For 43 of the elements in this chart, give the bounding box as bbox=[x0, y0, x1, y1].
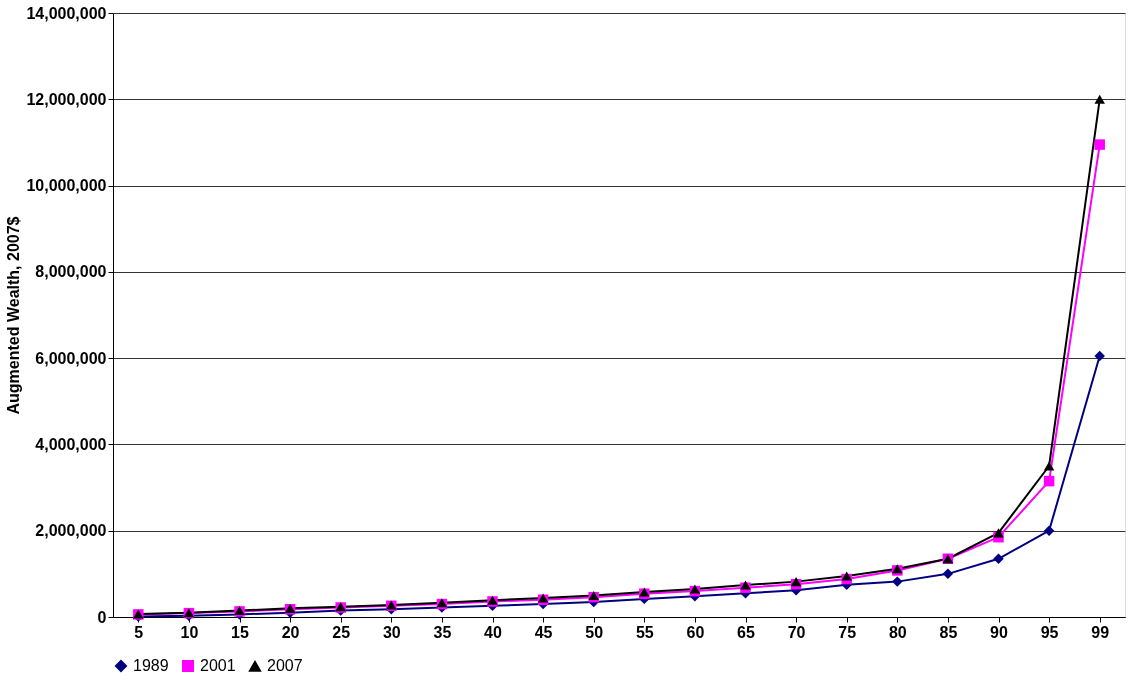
y-axis-title: Augmented Wealth, 2007$ bbox=[5, 216, 23, 415]
x-tick-label: 65 bbox=[737, 623, 755, 641]
x-tick-label: 10 bbox=[180, 623, 199, 641]
x-tick-label: 60 bbox=[686, 623, 705, 641]
y-tick-label: 2,000,000 bbox=[35, 522, 107, 540]
legend-label: 2001 bbox=[200, 657, 236, 674]
x-tick-label: 20 bbox=[281, 623, 300, 641]
point bbox=[993, 553, 1004, 564]
point bbox=[1043, 525, 1055, 536]
y-tick-label: 4,000,000 bbox=[35, 435, 107, 453]
x-tick-label: 30 bbox=[382, 623, 401, 641]
point bbox=[841, 571, 852, 581]
x-tick-label: 99 bbox=[1091, 623, 1110, 641]
y-tick-label: 14,000,000 bbox=[26, 4, 107, 22]
y-tick-label: 10,000,000 bbox=[26, 177, 107, 195]
x-tick-label: 45 bbox=[534, 623, 553, 641]
y-tick-label: 8,000,000 bbox=[35, 263, 107, 281]
y-tick-label: 0 bbox=[97, 608, 107, 626]
x-tick-label: 40 bbox=[484, 623, 502, 641]
legend-label: 1989 bbox=[133, 657, 169, 674]
point bbox=[1094, 139, 1105, 150]
point bbox=[993, 528, 1004, 538]
x-tick-label: 85 bbox=[939, 623, 958, 641]
x-tick-label: 75 bbox=[838, 623, 857, 641]
x-tick-label: 5 bbox=[134, 623, 144, 641]
x-tick-label: 90 bbox=[990, 623, 1008, 641]
point bbox=[892, 576, 903, 587]
point bbox=[942, 568, 954, 580]
y-tick-label: 12,000,000 bbox=[26, 90, 107, 108]
y-tick-label: 6,000,000 bbox=[35, 349, 107, 367]
x-tick-label: 15 bbox=[231, 623, 249, 641]
point bbox=[1094, 94, 1105, 104]
x-tick-label: 95 bbox=[1040, 623, 1059, 641]
x-tick-label: 80 bbox=[888, 623, 907, 641]
x-tick-label: 50 bbox=[585, 623, 604, 641]
point bbox=[1043, 475, 1055, 487]
x-tick-label: 55 bbox=[635, 623, 654, 641]
legend-label: 2007 bbox=[267, 657, 303, 675]
x-tick-label: 35 bbox=[433, 623, 452, 641]
x-tick-label: 70 bbox=[787, 623, 806, 641]
x-tick-label: 25 bbox=[332, 623, 351, 641]
point bbox=[1043, 461, 1055, 471]
point bbox=[1094, 350, 1105, 362]
